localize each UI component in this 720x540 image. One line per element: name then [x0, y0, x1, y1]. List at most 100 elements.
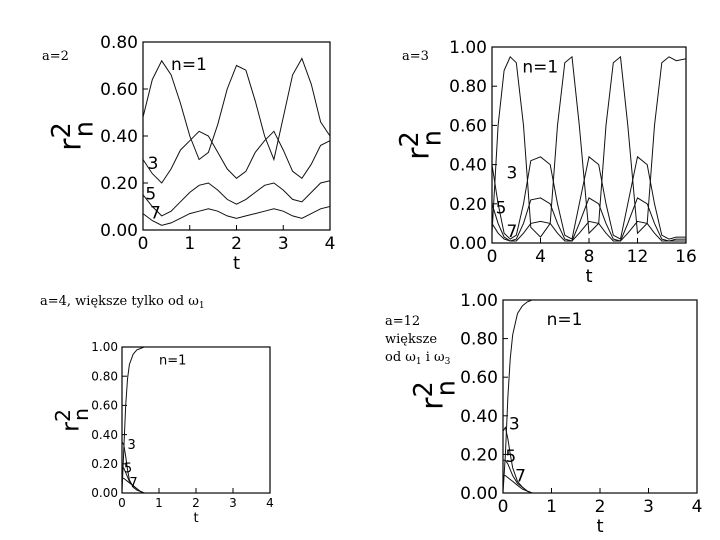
chart-panel-a4: a=4, większe tylko od ω1 0.00 0.20 0.40 0.6…	[40, 294, 274, 526]
y-tick-label: 0.60	[100, 80, 138, 100]
y-tick-label: 0.20	[91, 457, 118, 471]
series-line-n1	[503, 300, 697, 493]
plot-frame	[121, 346, 271, 494]
series-label-7: 7	[507, 222, 518, 242]
x-tick-label: 12	[627, 247, 649, 267]
caption-subscript: 1	[199, 301, 205, 311]
y-tick-label: 0.00	[460, 484, 498, 504]
series-label-3: 3	[128, 438, 136, 453]
panel-caption: a=4, większe tylko od ω1	[40, 294, 205, 311]
caption-subscript: 1	[416, 357, 422, 367]
series-line-n1	[122, 347, 270, 493]
x-tick-label: 2	[595, 497, 606, 517]
x-tick-label: 2	[231, 234, 242, 254]
y-axis-label-sup: 2	[51, 409, 75, 422]
y-tick-label: 0.60	[449, 116, 487, 136]
series-label-7: 7	[150, 203, 161, 223]
panel-caption-line-3: od ω1 i ω3	[385, 350, 451, 367]
y-tick-label: 0.00	[100, 221, 138, 241]
x-axis-label: t	[596, 516, 603, 537]
y-tick-label: 0.60	[460, 368, 498, 388]
series-line-3	[503, 426, 697, 493]
chart-panel-a3: a=3 0.000.200.400.600.801.000 4 8 12 16tr2nn…	[395, 38, 697, 287]
x-tick-label: 0	[138, 234, 149, 254]
panel-caption: a=3	[402, 49, 429, 64]
y-axis-label-sub: n	[418, 130, 448, 146]
x-tick-label: 1	[184, 234, 195, 254]
y-tick-label: 0.80	[100, 33, 138, 53]
series-label-7: 7	[129, 476, 137, 491]
x-tick-label: 1	[155, 496, 163, 510]
y-tick-label: 0.00	[91, 486, 118, 500]
y-axis-label-sub: n	[432, 380, 462, 396]
series-label-3: 3	[509, 414, 520, 434]
series-line-5	[492, 197, 686, 242]
panel-caption: a=2	[42, 49, 69, 64]
y-tick-label: 0.80	[449, 77, 487, 97]
y-axis-label-main: r	[54, 138, 89, 151]
series-label-7: 7	[515, 466, 526, 486]
series-line-7	[503, 475, 697, 493]
y-axis-label-sup: 2	[47, 122, 77, 138]
series-label-n1: n=1	[171, 55, 207, 75]
x-tick-label: 4	[692, 497, 703, 517]
y-axis-label-sub: n	[69, 408, 93, 421]
series-label-3: 3	[148, 154, 159, 174]
panel-caption-line-2: większe	[385, 332, 437, 347]
x-tick-label: 0	[118, 496, 126, 510]
x-tick-label: 3	[278, 234, 289, 254]
series-label-5: 5	[124, 462, 132, 477]
x-tick-label: 16	[675, 247, 697, 267]
x-tick-label: 4	[535, 247, 546, 267]
y-axis-label-main: r	[402, 147, 437, 160]
x-tick-label: 0	[498, 497, 509, 517]
x-tick-label: 0	[487, 247, 498, 267]
x-tick-label: 3	[229, 496, 237, 510]
series-line-7	[492, 220, 686, 242]
y-tick-label: 0.40	[91, 428, 118, 442]
x-tick-label: 2	[192, 496, 200, 510]
series-label-3: 3	[507, 163, 518, 183]
caption-subscript: 3	[445, 357, 451, 367]
y-tick-label: 0.40	[100, 127, 138, 147]
panel-caption-line-1: a=12	[385, 314, 420, 329]
y-tick-label: 0.60	[91, 399, 118, 413]
x-tick-label: 8	[584, 247, 595, 267]
y-axis-label: r2n	[409, 380, 462, 410]
series-line-n1	[492, 55, 686, 238]
y-tick-label: 0.20	[100, 174, 138, 194]
y-axis-label-sup: 2	[409, 381, 439, 397]
y-axis-label-sub: n	[70, 121, 100, 137]
y-axis-label: r2n	[47, 121, 100, 151]
y-tick-label: 1.00	[460, 291, 498, 311]
x-tick-label: 4	[266, 496, 274, 510]
series-line-7	[143, 206, 330, 226]
caption-text: od ω	[385, 350, 416, 365]
y-tick-label: 0.20	[449, 195, 487, 215]
x-tick-label: 3	[643, 497, 654, 517]
x-axis-label: t	[193, 511, 198, 526]
series-line-3	[143, 130, 330, 184]
series-label-5: 5	[145, 184, 156, 204]
y-axis-label-sup: 2	[395, 131, 425, 147]
y-tick-label: 0.40	[449, 156, 487, 176]
x-axis-label: t	[233, 253, 240, 274]
y-tick-label: 0.00	[449, 234, 487, 254]
y-tick-label: 0.80	[460, 330, 498, 350]
y-tick-label: 1.00	[91, 340, 118, 354]
series-label-n1: n=1	[159, 354, 186, 369]
x-tick-label: 4	[325, 234, 336, 254]
series-label-n1: n=1	[522, 57, 558, 77]
y-tick-label: 1.00	[449, 38, 487, 58]
y-tick-label: 0.40	[460, 407, 498, 427]
series-line-5	[143, 180, 330, 217]
x-tick-label: 1	[546, 497, 557, 517]
series-line-3	[122, 441, 270, 493]
series-line-n1	[143, 57, 330, 162]
plot-frame	[502, 299, 698, 494]
caption-text: i ω	[422, 350, 445, 365]
y-axis-label: r2n	[395, 130, 448, 160]
series-label-5: 5	[496, 199, 507, 219]
